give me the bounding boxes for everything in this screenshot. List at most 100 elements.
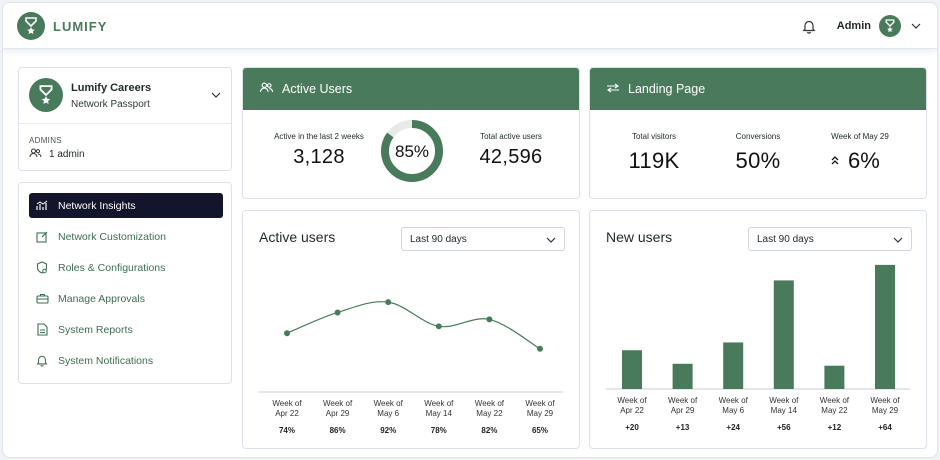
chart-icon: [35, 199, 49, 213]
x-tick-label: Apr 22: [620, 406, 644, 415]
x-tick-label: Week of: [475, 399, 505, 408]
conversions-value: 50%: [735, 148, 781, 173]
total-visitors-value: 119K: [628, 148, 680, 173]
org-switcher[interactable]: Lumify Careers Network Passport: [19, 68, 231, 124]
kpi-title: Landing Page: [628, 82, 706, 96]
data-label: 74%: [279, 426, 295, 435]
data-label: 78%: [431, 426, 447, 435]
new-users-range-select[interactable]: Last 90 days: [748, 227, 912, 251]
users-icon: [29, 148, 42, 161]
data-label: +24: [726, 423, 740, 432]
chart-title: Active users: [259, 229, 336, 245]
user-menu: Admin: [797, 14, 923, 38]
kpi-title: Active Users: [282, 82, 353, 96]
active-users-range-select[interactable]: Last 90 days: [401, 227, 565, 251]
x-tick-label: Apr 29: [326, 409, 350, 418]
x-tick-label: Week of: [617, 396, 647, 405]
admins-count-label: 1 admin: [49, 149, 85, 160]
active-percent-donut: 85%: [381, 120, 443, 182]
data-point: [334, 309, 341, 316]
donut-percent-label: 85%: [395, 142, 429, 161]
bar: [723, 342, 744, 389]
x-tick-label: Week of: [820, 396, 850, 405]
data-label: +64: [878, 423, 892, 432]
data-label: +20: [625, 423, 639, 432]
document-icon: [35, 323, 49, 337]
x-tick-label: May 29: [527, 409, 554, 418]
x-tick-label: Week of: [323, 399, 353, 408]
admins-count[interactable]: 1 admin: [29, 148, 85, 161]
users-icon: [259, 82, 274, 96]
org-name: Lumify Careers: [71, 82, 152, 94]
series-line: [286, 301, 541, 350]
sidebar-item-label: Network Customization: [58, 230, 166, 243]
new-users-chart-card: New users Last 90 days Week of Apr 22 +20 W…: [589, 210, 927, 449]
active-users-chart-card: Active users Last 90 days Week of Apr 22 7…: [242, 210, 580, 449]
sidebar-item-label: Roles & Configurations: [58, 261, 166, 274]
chevron-down-icon[interactable]: [909, 19, 923, 33]
data-label: 65%: [532, 426, 548, 435]
data-point: [284, 330, 290, 337]
x-tick-label: May 29: [872, 406, 899, 415]
active-users-kpi-card: Active Users Active in the last 2 weeks …: [242, 67, 580, 199]
conversions-label: Conversions: [735, 132, 781, 141]
data-label: +13: [676, 423, 690, 432]
data-label: 86%: [330, 426, 346, 435]
x-tick-label: Apr 29: [671, 406, 695, 415]
x-tick-label: Week of: [769, 396, 799, 405]
sidebar-item-system-notifications[interactable]: System Notifications: [29, 348, 223, 373]
x-tick-label: May 22: [476, 409, 503, 418]
sidebar-item-manage-approvals[interactable]: Manage Approvals: [29, 286, 223, 311]
chevron-down-icon: [544, 233, 558, 247]
notifications-bell-icon[interactable]: [797, 14, 821, 38]
sidebar-item-label: System Notifications: [58, 354, 154, 367]
bell-icon: [35, 354, 49, 368]
x-tick-label: Week of: [424, 399, 454, 408]
sidebar-item-roles-configurations[interactable]: Roles & Configurations: [29, 255, 223, 280]
range-select-value: Last 90 days: [410, 233, 467, 245]
double-chevron-up-icon: [830, 152, 840, 170]
bar: [672, 363, 693, 389]
admin-avatar[interactable]: [879, 15, 901, 37]
edit-icon: [35, 230, 49, 244]
sidebar-item-system-reports[interactable]: System Reports: [29, 317, 223, 342]
sidebar-item-label: Manage Approvals: [58, 292, 145, 305]
range-select-value: Last 90 days: [757, 233, 814, 245]
admin-name[interactable]: Admin: [836, 20, 871, 32]
x-tick-label: Week of: [870, 396, 900, 405]
sidebar-item-label: System Reports: [58, 323, 133, 336]
week-label: Week of May 29: [831, 132, 889, 141]
week-change: 6%: [830, 148, 880, 174]
total-active-label: Total active users: [480, 132, 542, 141]
x-tick-label: Week of: [668, 396, 698, 405]
data-point: [486, 316, 493, 323]
chevron-down-icon: [891, 233, 905, 247]
chart-title: New users: [606, 229, 673, 245]
org-switcher-card: Lumify Careers Network Passport ADMINS 1…: [18, 67, 232, 171]
briefcase-icon: [35, 292, 49, 306]
sidebar-nav: Network Insights Network Customization R…: [18, 182, 232, 384]
chevron-down-icon[interactable]: [209, 88, 223, 102]
x-tick-label: May 14: [426, 409, 453, 418]
x-tick-label: May 14: [771, 406, 798, 415]
total-visitors-label: Total visitors: [631, 132, 676, 141]
x-tick-label: Week of: [374, 399, 404, 408]
landing-page-kpi-header: Landing Page: [590, 68, 926, 110]
data-label: +56: [777, 423, 791, 432]
bar: [773, 280, 794, 389]
medal-icon: [17, 12, 45, 40]
data-point: [435, 323, 442, 330]
recent-active-label: Active in the last 2 weeks: [274, 132, 364, 141]
brand-logo[interactable]: LUMIFY: [17, 12, 107, 40]
sidebar-item-network-customization[interactable]: Network Customization: [29, 224, 223, 249]
data-label: +12: [828, 423, 842, 432]
active-users-kpi-header: Active Users: [243, 68, 579, 110]
bar: [824, 365, 845, 389]
data-point: [537, 345, 543, 352]
sidebar-item-label: Network Insights: [58, 199, 136, 212]
sidebar-item-network-insights[interactable]: Network Insights: [29, 193, 223, 218]
brand-name: LUMIFY: [53, 18, 108, 34]
